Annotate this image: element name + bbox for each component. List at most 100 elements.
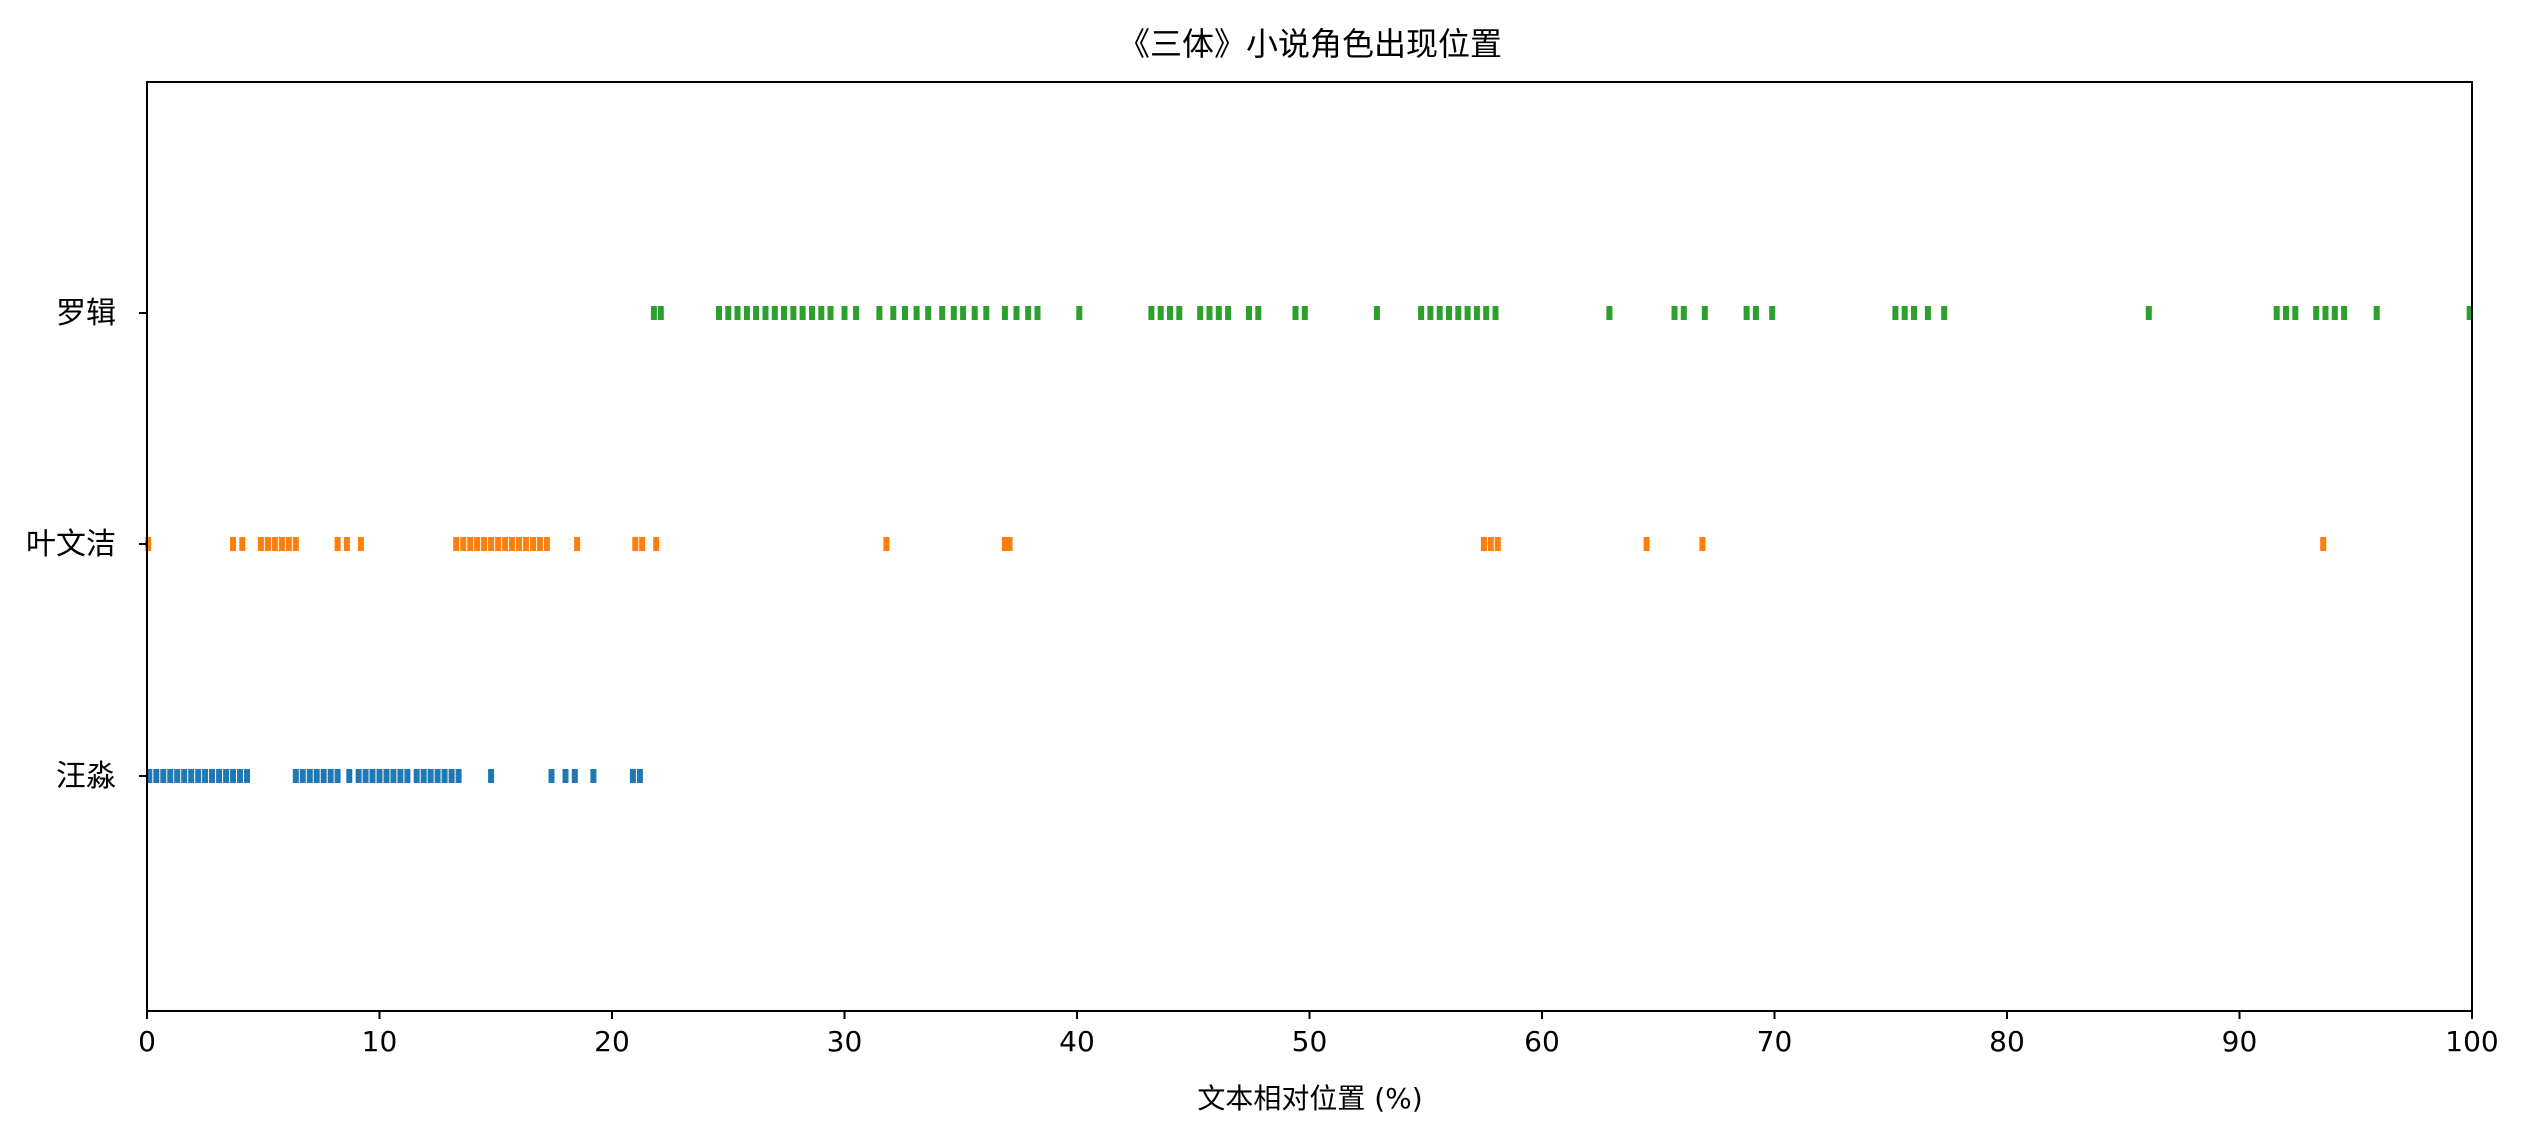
mark-0-23: [355, 769, 362, 783]
mark-1-22: [523, 537, 529, 551]
mark-2-25: [971, 306, 978, 320]
x-axis-label: 文本相对位置 (%): [1197, 1082, 1422, 1115]
mark-2-63: [1911, 306, 1917, 320]
x-tick-label-9: 90: [2222, 1025, 2258, 1058]
mark-2-28: [1013, 306, 1020, 320]
mark-2-19: [902, 306, 908, 320]
marks-layer: [145, 306, 2473, 783]
mark-1-18: [495, 537, 502, 551]
mark-0-35: [441, 769, 448, 783]
mark-0-24: [362, 769, 369, 783]
mark-1-1: [230, 537, 236, 551]
mark-2-10: [790, 306, 797, 320]
chart-title: 《三体》小说角色出现位置: [1118, 25, 1502, 63]
mark-1-17: [488, 537, 495, 551]
mark-0-38: [488, 769, 495, 783]
mark-1-14: [467, 537, 474, 551]
mark-2-34: [1167, 306, 1173, 320]
mark-1-8: [292, 537, 299, 551]
mark-2-6: [753, 306, 760, 320]
mark-1-23: [530, 537, 536, 551]
mark-0-11: [223, 769, 230, 783]
mark-0-10: [216, 769, 223, 783]
mark-1-0: [145, 537, 152, 551]
mark-0-17: [306, 769, 313, 783]
mark-1-35: [1494, 537, 1501, 551]
mark-2-39: [1225, 306, 1232, 320]
mark-2-4: [734, 306, 741, 320]
mark-1-11: [357, 537, 364, 551]
mark-0-21: [334, 769, 341, 783]
mark-2-60: [1769, 306, 1776, 320]
mark-1-38: [2320, 537, 2327, 551]
x-tick-label-2: 20: [594, 1025, 630, 1058]
mark-0-28: [390, 769, 397, 783]
mark-2-44: [1373, 306, 1380, 320]
mark-2-26: [983, 306, 990, 320]
mark-1-33: [1480, 537, 1487, 551]
mark-1-28: [639, 537, 646, 551]
mark-0-3: [167, 769, 174, 783]
mark-1-6: [278, 537, 285, 551]
mark-0-31: [413, 769, 420, 783]
mark-2-38: [1215, 306, 1222, 320]
x-tick-label-7: 70: [1757, 1025, 1793, 1058]
mark-2-12: [809, 306, 815, 320]
mark-0-19: [320, 769, 327, 783]
y-category-label-1: 叶文洁: [26, 527, 116, 562]
mark-2-64: [1924, 306, 1931, 320]
x-tick-label-0: 0: [138, 1025, 156, 1058]
mark-1-30: [883, 537, 890, 551]
mark-1-36: [1643, 537, 1650, 551]
mark-1-12: [453, 537, 460, 551]
mark-2-66: [2145, 306, 2152, 320]
mark-2-0: [650, 306, 657, 320]
mark-0-36: [448, 769, 455, 783]
mark-1-24: [536, 537, 543, 551]
mark-2-14: [827, 306, 834, 320]
mark-1-7: [285, 537, 292, 551]
mark-0-18: [313, 769, 320, 783]
x-tick-label-3: 30: [827, 1025, 863, 1058]
mark-2-48: [1446, 306, 1452, 320]
mark-1-4: [264, 537, 271, 551]
series-2: [650, 306, 2473, 320]
mark-2-31: [1076, 306, 1083, 320]
mark-1-34: [1487, 537, 1494, 551]
mark-2-23: [950, 306, 957, 320]
mark-0-34: [434, 769, 441, 783]
mark-2-49: [1455, 306, 1462, 320]
mark-2-37: [1206, 306, 1213, 320]
mark-1-29: [653, 537, 660, 551]
mark-0-26: [376, 769, 383, 783]
mark-2-16: [853, 306, 860, 320]
mark-0-2: [160, 769, 167, 783]
y-category-label-2: 罗辑: [56, 296, 116, 331]
mark-0-42: [590, 769, 597, 783]
mark-2-72: [2331, 306, 2338, 320]
mark-2-50: [1464, 306, 1471, 320]
mark-2-43: [1301, 306, 1308, 320]
mark-1-21: [516, 537, 522, 551]
mark-0-33: [427, 769, 434, 783]
mark-2-55: [1671, 306, 1678, 320]
y-category-label-0: 汪淼: [56, 759, 116, 794]
mark-2-57: [1701, 306, 1708, 320]
series-0: [146, 769, 643, 783]
mark-2-8: [771, 306, 778, 320]
mark-2-32: [1148, 306, 1155, 320]
x-tick-label-5: 50: [1292, 1025, 1328, 1058]
mark-0-15: [292, 769, 299, 783]
mark-2-21: [925, 306, 932, 320]
x-tick-label-1: 10: [362, 1025, 398, 1058]
mark-0-41: [571, 769, 578, 783]
mark-0-29: [397, 769, 404, 783]
mark-2-11: [799, 306, 806, 320]
mark-2-59: [1752, 306, 1759, 320]
mark-0-5: [181, 769, 188, 783]
mark-2-40: [1246, 306, 1252, 320]
mark-0-0: [146, 769, 153, 783]
mark-2-13: [818, 306, 825, 320]
mark-1-10: [343, 537, 350, 551]
